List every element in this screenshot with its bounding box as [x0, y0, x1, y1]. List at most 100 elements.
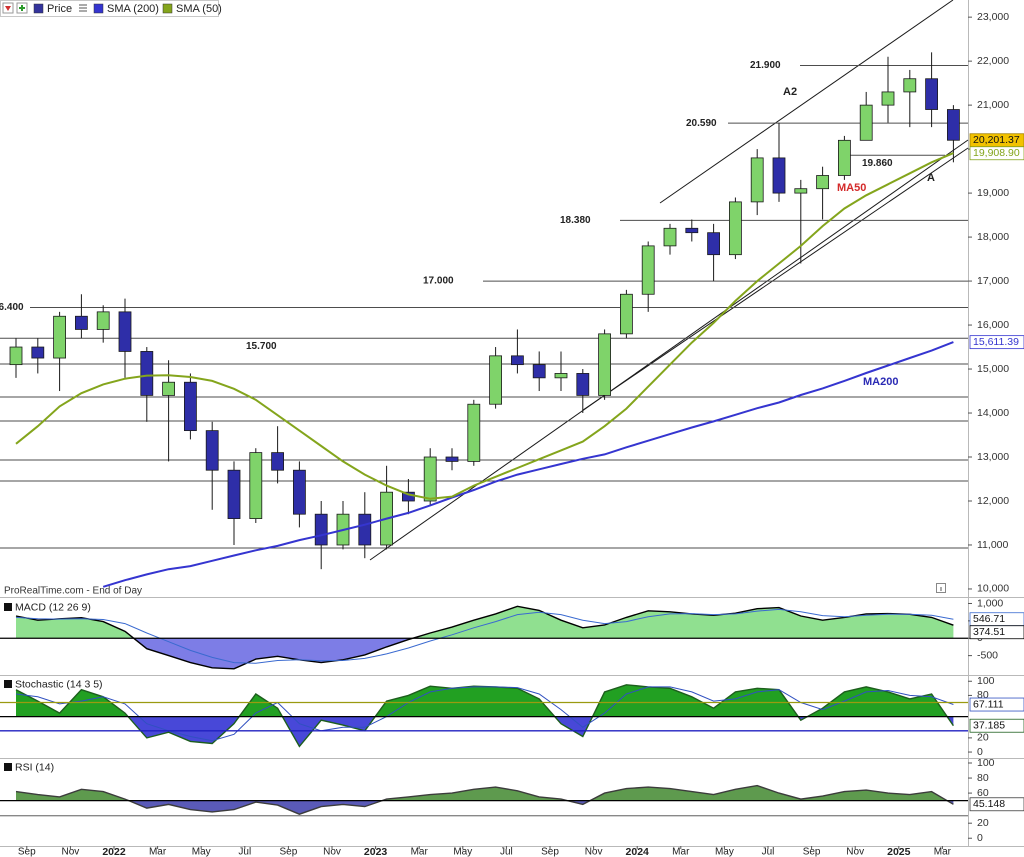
panel-title-icon	[4, 603, 12, 611]
last-value-box	[969, 697, 1024, 712]
annotation: MA50	[837, 182, 866, 194]
y-tick-label: 20	[977, 817, 989, 829]
last-value-label: 45.148	[973, 798, 1005, 810]
last-value-box	[969, 718, 1024, 733]
last-value-label: 20,201.37	[973, 134, 1020, 146]
legend-button-icon	[19, 5, 25, 11]
legend-item[interactable]: Price	[33, 3, 72, 15]
y-tick-label: 1,000	[977, 597, 1003, 609]
y-tick-label: 100	[977, 675, 995, 687]
x-tick-label: May	[192, 847, 211, 857]
area-fill-above	[16, 606, 954, 639]
x-tick-label: Mar	[149, 847, 167, 857]
y-tick-label: 12,000	[977, 495, 1009, 507]
legend-label: Price	[47, 3, 72, 15]
candle-body	[772, 157, 786, 194]
annotation: A2	[783, 86, 797, 98]
last-value-label: 546.71	[973, 613, 1005, 625]
level-label: 17.000	[423, 276, 454, 287]
candle-body	[903, 78, 917, 93]
y-tick-label: 100	[977, 757, 995, 769]
x-tick-label: Mar	[672, 847, 690, 857]
x-tick-label: Jul	[762, 847, 775, 857]
x-tick-label: Nov	[846, 847, 864, 857]
last-value-label: 67.111	[973, 698, 1004, 710]
candle-body	[947, 109, 960, 141]
panel-title: MACD (12 26 9)	[15, 601, 91, 613]
y-tick-label: 0	[977, 746, 983, 758]
legend-item[interactable]: SMA (50)	[162, 3, 222, 15]
trend-line	[659, 0, 954, 204]
y-tick-label: 10,000	[977, 583, 1009, 595]
panel-title-icon	[4, 763, 12, 771]
last-value-label: 15,611.39	[973, 336, 1019, 348]
x-tick-label: Nov	[585, 847, 603, 857]
indicator-line	[15, 608, 954, 664]
x-tick-label: May	[715, 847, 734, 857]
candle-body	[510, 355, 524, 366]
x-tick-label: Sep	[803, 847, 821, 857]
y-tick-label: 60	[977, 787, 989, 799]
area-fill-below	[133, 638, 413, 669]
x-tick-label: Jul	[238, 847, 251, 857]
legend-label: SMA (50)	[176, 3, 222, 15]
y-tick-label: 20	[977, 732, 989, 744]
indicator-line	[15, 686, 954, 742]
area-fill-below	[128, 800, 954, 815]
candle-body	[118, 311, 132, 352]
x-tick-label: Nov	[62, 847, 80, 857]
candle-body	[859, 104, 873, 141]
candle-body	[31, 346, 45, 359]
candle-body	[838, 139, 851, 176]
legend-item[interactable]: SMA (200)	[93, 3, 159, 15]
annotation: ProRealTime.com - End of Day	[4, 586, 142, 597]
x-tick-label: 2023	[364, 846, 388, 857]
y-tick-label: 15,000	[977, 363, 1009, 375]
candle-body	[794, 188, 808, 194]
candle-body	[183, 381, 197, 432]
candle-body	[489, 355, 503, 405]
x-tick-label: 2022	[102, 846, 126, 857]
candle-body	[576, 373, 590, 396]
candle-body	[532, 364, 546, 379]
candle-body	[75, 315, 88, 330]
candle-body	[249, 452, 263, 519]
candle-body	[467, 403, 481, 462]
y-tick-label: 80	[977, 689, 989, 701]
panel: 10,000 11,000 12,000 13,000 14,000 15,000 16,0…	[0, 11, 1024, 597]
candle-body	[881, 91, 895, 106]
y-tick-label: 19,000	[977, 187, 1009, 199]
info-icon[interactable]	[936, 583, 946, 593]
panel: 100 80 20 0 67.111 37.185 Stochastic (14 3 5)	[0, 675, 1024, 758]
y-tick-label: -500	[977, 649, 998, 661]
candle-body	[925, 78, 938, 110]
annotation: A	[927, 172, 935, 184]
x-tick-label: May	[453, 847, 472, 857]
level-label: 15.700	[246, 341, 277, 352]
candle-body	[729, 201, 742, 256]
trend-lines	[369, 0, 969, 561]
candle-body	[554, 373, 568, 379]
trend-line	[369, 139, 969, 561]
y-tick-label: 17,000	[977, 275, 1009, 287]
legend-separator-icon	[79, 4, 87, 12]
x-tick-label: Mar	[934, 847, 952, 857]
candle-body	[641, 245, 655, 295]
y-tick-label: 0	[977, 832, 983, 844]
legend-label: SMA (200)	[107, 3, 159, 15]
x-tick-label: Sep	[280, 847, 298, 857]
panel-title-icon	[4, 680, 12, 688]
candle-body	[96, 311, 110, 330]
panel-title: Stochastic (14 3 5)	[15, 678, 103, 690]
x-tick-label: Nov	[323, 847, 341, 857]
y-tick-label: 21,000	[977, 99, 1009, 111]
candle-body	[423, 456, 437, 502]
area-fill-below	[16, 716, 954, 747]
level-label: 21.900	[750, 60, 781, 71]
y-tick-label: 13,000	[977, 451, 1009, 463]
legend-swatch	[162, 3, 173, 14]
